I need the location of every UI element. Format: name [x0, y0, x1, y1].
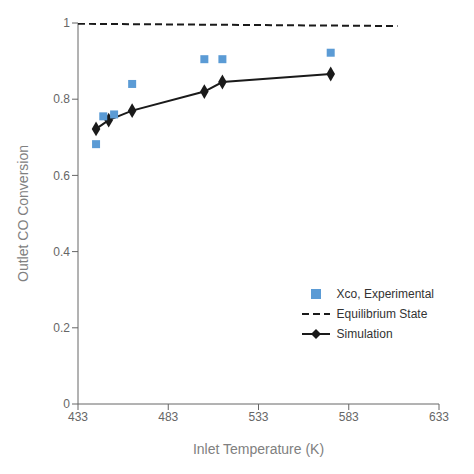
- svg-text:633: 633: [429, 410, 449, 424]
- svg-text:483: 483: [158, 410, 178, 424]
- svg-text:0.4: 0.4: [53, 245, 70, 259]
- svg-text:0: 0: [63, 397, 70, 411]
- svg-text:Outlet CO Conversion: Outlet CO Conversion: [15, 145, 31, 282]
- svg-text:583: 583: [339, 410, 359, 424]
- html-text:Equilibrium State: Equilibrium State: [336, 307, 428, 321]
- svg-text:533: 533: [248, 410, 268, 424]
- html-text:Xco, Experimental: Xco, Experimental: [336, 287, 434, 301]
- svg-text:0.6: 0.6: [53, 169, 70, 183]
- svg-text:1: 1: [63, 16, 70, 30]
- svg-text:0.2: 0.2: [53, 321, 70, 335]
- svg-text:Inlet Temperature (K): Inlet Temperature (K): [193, 441, 324, 457]
- html-text:Simulation: Simulation: [336, 327, 393, 341]
- svg-text:0.8: 0.8: [53, 92, 70, 106]
- svg-text:433: 433: [68, 410, 88, 424]
